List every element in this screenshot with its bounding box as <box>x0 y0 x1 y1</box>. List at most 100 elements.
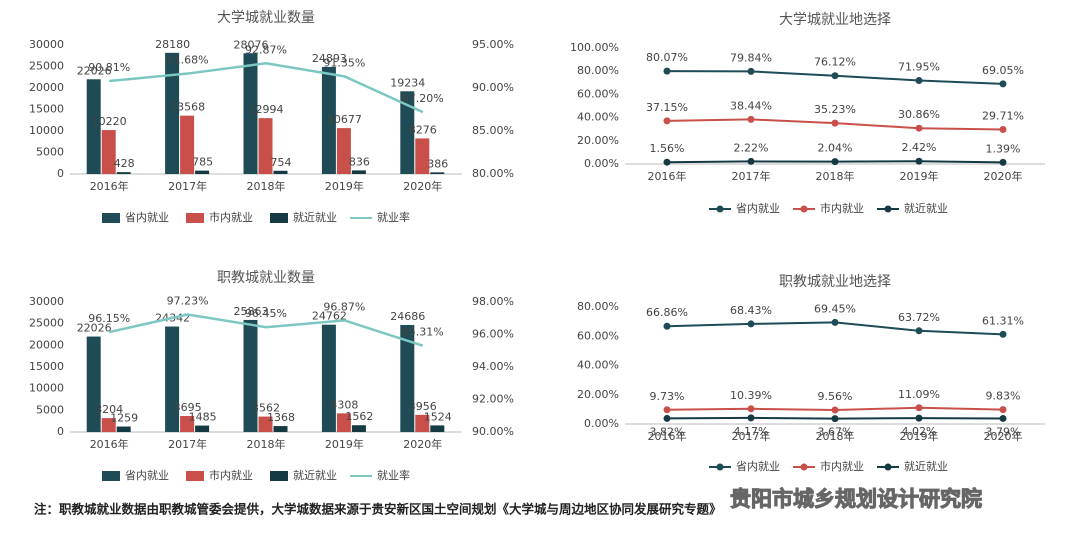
bar-value-label: 386 <box>427 157 448 170</box>
watermark: 贵阳市城乡规划设计研究院 <box>730 487 982 511</box>
chart-title: 大学城就业地选择 <box>779 12 891 28</box>
bar <box>415 138 430 174</box>
line-value-label: 38.44% <box>730 99 772 112</box>
bar <box>273 170 288 174</box>
y2-tick-label: 90.00% <box>472 81 514 94</box>
legend-label: 省内就业 <box>736 201 780 215</box>
y-tick-label: 5000 <box>36 146 64 159</box>
y-tick-label: 20.00% <box>577 134 619 147</box>
line-value-label: 69.05% <box>982 64 1024 77</box>
x-tick-label: 2018年 <box>247 437 286 451</box>
y-tick-label: 30000 <box>29 295 64 308</box>
x-tick-label: 2017年 <box>168 437 207 451</box>
legend-label: 就业率 <box>377 468 410 482</box>
bar <box>195 425 210 432</box>
legend-swatch <box>270 213 288 223</box>
line-value-label: 3.82% <box>650 425 685 438</box>
bar-value-label: 10677 <box>327 113 362 126</box>
bar-value-label: 754 <box>271 156 292 169</box>
legend-marker <box>800 205 808 213</box>
y-tick-label: 10000 <box>29 382 64 395</box>
bar-value-label: 28076 <box>234 38 269 51</box>
y-tick-label: 10000 <box>29 124 64 137</box>
line-value-label: 2.22% <box>734 141 769 154</box>
legend-marker <box>884 205 892 213</box>
legend-swatch <box>186 213 204 223</box>
y-tick-label: 25000 <box>29 317 64 330</box>
y-tick-label: 60.00% <box>577 87 619 100</box>
line-value-label: 87.20% <box>402 92 444 105</box>
y-tick-label: 0 <box>57 167 64 180</box>
line-marker <box>999 330 1007 338</box>
legend-label: 就近就业 <box>293 468 337 482</box>
line-marker <box>663 158 671 166</box>
line-marker <box>999 126 1007 134</box>
legend-swatch <box>102 471 120 481</box>
bar-value-label: 22026 <box>77 64 112 77</box>
x-tick-label: 2017年 <box>732 429 771 443</box>
line-value-label: 80.07% <box>646 51 688 64</box>
y-tick-label: 0.00% <box>584 157 619 170</box>
chart-title: 职教城就业地选择 <box>779 274 891 290</box>
legend-label: 省内就业 <box>736 459 780 473</box>
line-marker <box>747 157 755 165</box>
line-marker <box>663 414 671 422</box>
legend-label: 就近就业 <box>904 459 948 473</box>
legend-swatch <box>270 471 288 481</box>
x-tick-label: 2020年 <box>403 437 442 451</box>
line-value-label: 9.56% <box>818 390 853 403</box>
bar <box>243 53 258 174</box>
bar <box>351 425 366 432</box>
bar-value-label: 1524 <box>424 410 452 423</box>
line-marker <box>831 158 839 166</box>
line-value-label: 90.81% <box>88 61 130 74</box>
y-tick-label: 40.00% <box>577 359 619 372</box>
line-marker <box>747 115 755 123</box>
line-marker <box>747 67 755 75</box>
bar-value-label: 1562 <box>345 410 373 423</box>
y2-tick-label: 94.00% <box>472 360 514 373</box>
x-tick-label: 2016年 <box>90 437 129 451</box>
x-tick-label: 2019年 <box>325 437 364 451</box>
x-tick-label: 2019年 <box>325 179 364 193</box>
bar <box>430 425 445 432</box>
y-tick-label: 25000 <box>29 60 64 73</box>
line-marker <box>915 404 923 412</box>
legend-label: 市内就业 <box>820 459 864 473</box>
y-tick-label: 80.00% <box>577 300 619 313</box>
legend-marker <box>716 205 724 213</box>
line-marker <box>747 414 755 422</box>
line-marker <box>831 415 839 423</box>
bar-value-label: 24762 <box>312 310 347 323</box>
bar <box>336 128 351 174</box>
bar <box>195 170 210 174</box>
bar <box>180 115 195 174</box>
y2-tick-label: 98.00% <box>472 295 514 308</box>
bar <box>415 414 430 432</box>
bar <box>116 172 131 174</box>
legend-label: 省内就业 <box>125 468 169 482</box>
bar-value-label: 10220 <box>92 115 127 128</box>
x-tick-label: 2018年 <box>816 429 855 443</box>
bar <box>180 415 195 432</box>
legend-label: 就近就业 <box>904 201 948 215</box>
bar <box>258 416 273 432</box>
y-tick-label: 80.00% <box>577 64 619 77</box>
line-value-label: 79.84% <box>730 51 772 64</box>
legend-marker <box>800 463 808 471</box>
bar-value-label: 8276 <box>409 123 437 136</box>
line-marker <box>999 406 1007 414</box>
y-tick-label: 60.00% <box>577 329 619 342</box>
bar-value-label: 22026 <box>77 322 112 335</box>
line-marker <box>915 327 923 335</box>
y-tick-label: 5000 <box>36 403 64 416</box>
x-tick-label: 2020年 <box>984 429 1023 443</box>
legend-swatch <box>102 213 120 223</box>
line-value-label: 95.31% <box>402 326 444 339</box>
bar-value-label: 28180 <box>155 38 190 51</box>
bar <box>243 319 258 432</box>
bar-value-label: 3204 <box>95 403 123 416</box>
y-tick-label: 20000 <box>29 81 64 94</box>
line-value-label: 97.23% <box>167 295 209 308</box>
bar <box>86 79 101 174</box>
